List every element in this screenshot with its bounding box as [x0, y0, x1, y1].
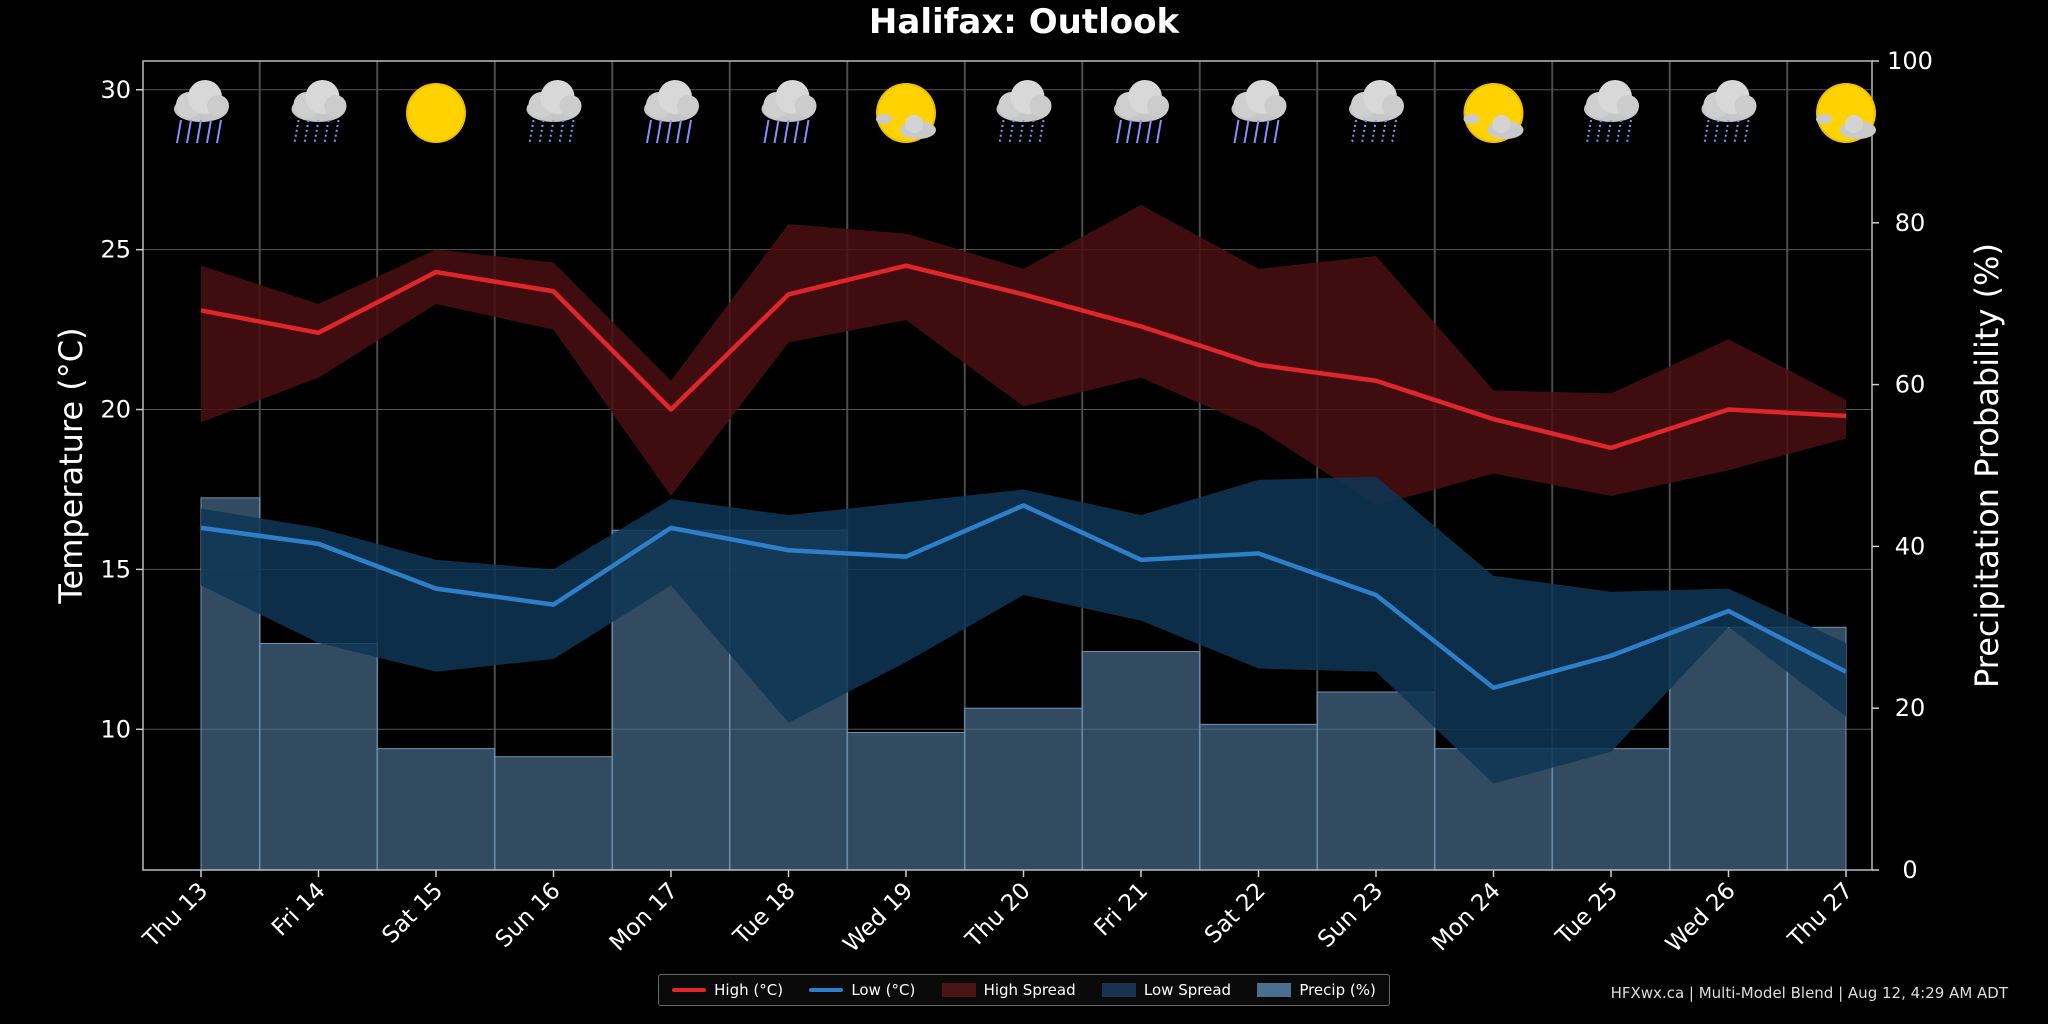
legend-label-precip: Precip (%) — [1299, 981, 1376, 999]
rain-snow-icon — [996, 80, 1052, 144]
legend-label-low-spread: Low Spread — [1143, 981, 1232, 999]
x-tick-label: Mon 17 — [605, 878, 684, 957]
sun-cloud-icon — [876, 83, 936, 143]
rain-snow-icon — [526, 80, 582, 144]
rain-snow-icon — [291, 80, 347, 144]
y-tick-label: 20 — [100, 396, 131, 424]
precip-bar — [964, 707, 1083, 871]
credit-text: HFXwx.ca | Multi-Model Blend | Aug 12, 4… — [1610, 984, 2008, 1002]
y-axis-title: Temperature (°C) — [52, 327, 90, 604]
x-tick-label: Tue 25 — [1550, 878, 1623, 951]
precip-bar — [1316, 691, 1436, 871]
rain-snow-icon — [1584, 80, 1639, 144]
rain-icon — [1231, 80, 1287, 144]
legend-swatch-high — [672, 988, 707, 992]
x-tick-label: Wed 19 — [839, 878, 919, 958]
y-tick-label: 15 — [100, 555, 131, 583]
x-tick-label: Sat 22 — [1200, 878, 1271, 949]
legend-item-low: Low (°C) — [809, 981, 915, 999]
precip-bar — [494, 756, 613, 871]
rain-icon — [761, 80, 817, 144]
x-tick-label: Thu 27 — [1783, 878, 1859, 954]
y-tick-label: 25 — [100, 236, 131, 264]
rain-snow-icon — [1701, 80, 1757, 144]
y2-tick-label: 20 — [1895, 694, 1926, 722]
legend: High (°C) Low (°C) High Spread Low Sprea… — [658, 974, 1390, 1006]
y2-axis-title: Precipitation Probability (%) — [1968, 243, 2006, 688]
y2-tick-label: 100 — [1887, 47, 1933, 75]
legend-label-low: Low (°C) — [851, 981, 916, 999]
rain-icon — [644, 80, 699, 144]
legend-swatch-precip — [1257, 983, 1292, 997]
low-spread-band — [201, 476, 1846, 784]
precip-bar — [846, 731, 966, 871]
y-tick-label: 10 — [100, 715, 131, 743]
precip-bar — [1199, 723, 1318, 871]
legend-item-high: High (°C) — [672, 981, 783, 999]
sun-cloud-icon — [1816, 83, 1876, 143]
x-tick-label: Thu 20 — [960, 878, 1036, 954]
rain-icon — [174, 80, 229, 144]
x-tick-label: Wed 26 — [1661, 878, 1741, 958]
legend-swatch-low — [809, 988, 844, 992]
legend-label-high-spread: High Spread — [983, 981, 1076, 999]
y-tick-label: 30 — [100, 76, 131, 104]
x-tick-label: Tue 18 — [728, 878, 801, 951]
y2-tick-label: 40 — [1895, 532, 1926, 560]
precip-bar — [259, 642, 378, 871]
rain-icon — [1114, 80, 1169, 144]
x-tick-label: Fri 21 — [1090, 878, 1154, 942]
rain-snow-icon — [1349, 80, 1404, 144]
legend-swatch-high-spread — [941, 983, 976, 997]
x-tick-label: Sun 16 — [491, 878, 566, 953]
legend-label-high: High (°C) — [714, 981, 784, 999]
precip-bar — [1551, 748, 1671, 871]
high-spread-band — [201, 204, 1846, 506]
sun-icon — [406, 83, 466, 143]
legend-item-precip: Precip (%) — [1257, 981, 1376, 999]
y2-tick-label: 60 — [1895, 371, 1926, 399]
plot-frame — [142, 60, 1873, 871]
y2-tick-label: 80 — [1895, 209, 1926, 237]
x-tick-label: Thu 13 — [138, 878, 214, 954]
x-tick-label: Sun 23 — [1313, 878, 1388, 953]
x-tick-label: Mon 24 — [1427, 878, 1506, 957]
sun-cloud-icon — [1463, 83, 1524, 143]
legend-item-high-spread: High Spread — [941, 981, 1076, 999]
precip-bar — [376, 748, 496, 871]
legend-item-low-spread: Low Spread — [1101, 981, 1232, 999]
chart-title: Halifax: Outlook — [868, 2, 1180, 42]
x-tick-label: Sat 15 — [377, 878, 448, 949]
y2-tick-label: 0 — [1902, 856, 1917, 884]
legend-swatch-low-spread — [1101, 983, 1136, 997]
x-tick-label: Fri 14 — [267, 878, 331, 942]
precip-bar — [1081, 651, 1201, 871]
